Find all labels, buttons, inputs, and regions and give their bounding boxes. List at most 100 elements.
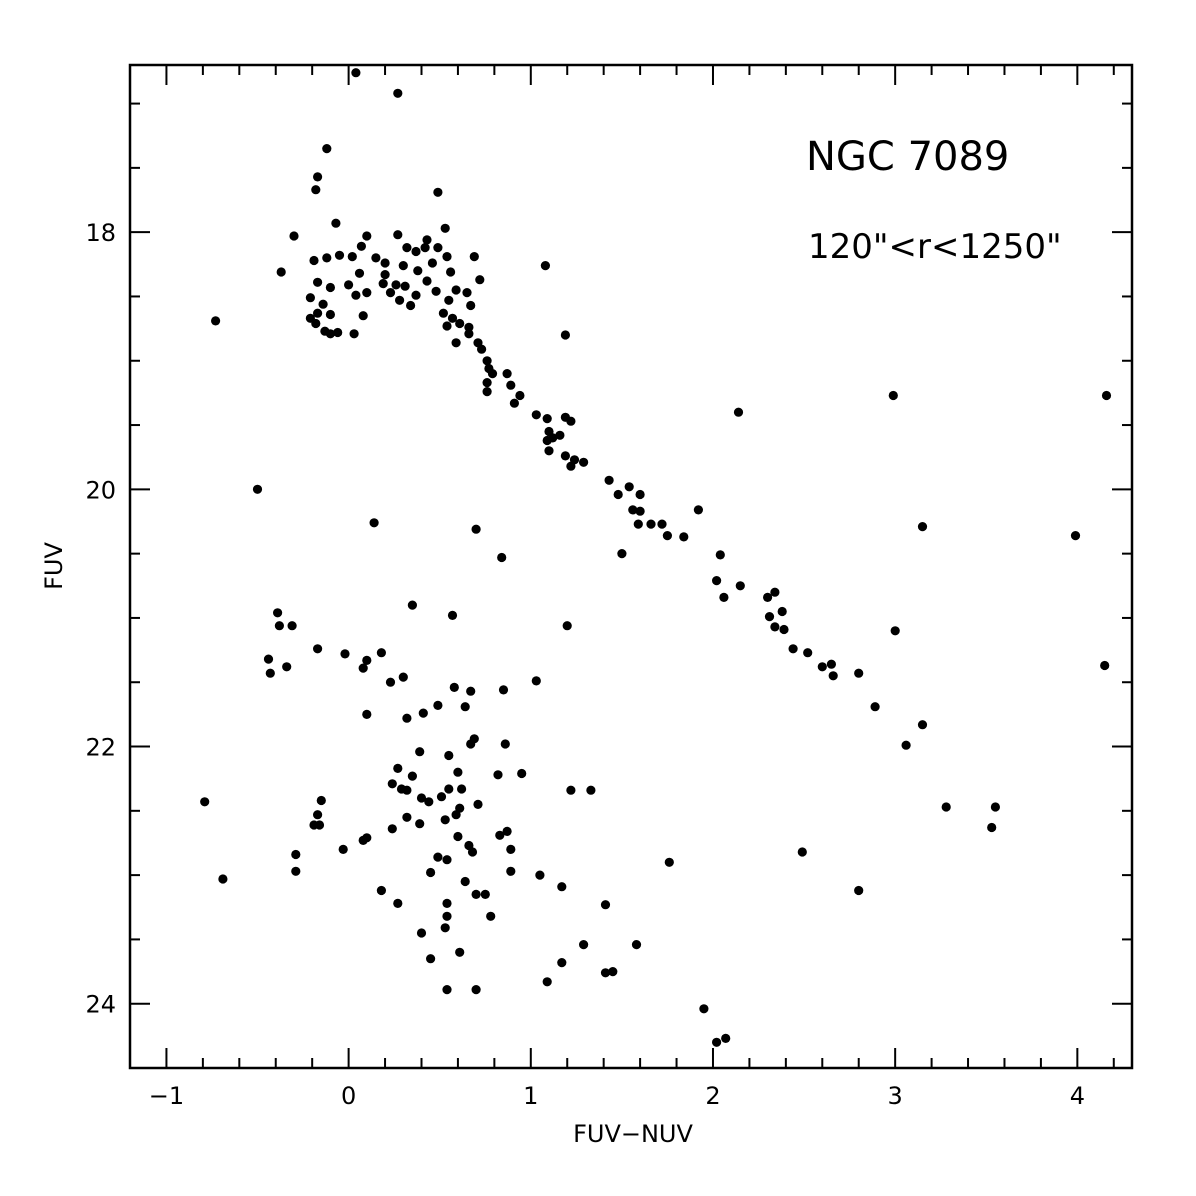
data-point [579, 940, 589, 950]
data-point [447, 313, 458, 323]
data-point [309, 255, 319, 266]
data-point [515, 390, 525, 401]
data-point [477, 344, 487, 354]
data-point [854, 885, 864, 896]
data-point [433, 852, 443, 862]
data-point [440, 815, 450, 825]
data-point [1100, 660, 1110, 671]
data-point [378, 279, 388, 289]
data-point [442, 985, 452, 995]
data-point [679, 532, 689, 542]
data-point [901, 740, 911, 750]
data-point [779, 624, 789, 635]
data-point [358, 663, 368, 673]
data-point [482, 356, 492, 366]
data-point [416, 928, 427, 938]
data-point [393, 88, 403, 98]
data-point [395, 295, 405, 305]
data-point [431, 286, 441, 296]
data-point [440, 223, 450, 233]
data-point [469, 252, 479, 262]
data-point [657, 519, 667, 529]
data-point [442, 911, 452, 921]
data-point [305, 293, 315, 303]
data-point [560, 330, 571, 340]
x-tick-label: −1 [149, 1082, 184, 1110]
data-point [987, 822, 997, 833]
axis-ticks [130, 65, 1132, 1068]
data-point [313, 308, 323, 318]
data-point [340, 649, 350, 659]
data-point [402, 785, 412, 795]
data-point [1070, 531, 1081, 541]
data-point [362, 833, 372, 843]
data-point [455, 318, 465, 329]
x-tick-label: 2 [705, 1082, 720, 1110]
data-point [557, 882, 567, 892]
data-point [449, 682, 459, 693]
data-point [482, 378, 492, 388]
data-point [451, 810, 461, 820]
y-tick-label: 20 [85, 476, 116, 504]
data-point [473, 799, 483, 810]
data-point [413, 266, 423, 276]
data-point [265, 668, 275, 678]
data-point [442, 855, 452, 865]
data-point [788, 644, 798, 654]
data-point [387, 824, 397, 834]
data-point [506, 866, 516, 876]
data-point [438, 308, 448, 318]
data-point [464, 329, 474, 339]
data-point [422, 235, 432, 245]
data-point [442, 321, 452, 331]
data-point [502, 826, 512, 837]
data-point [362, 655, 372, 666]
data-point [586, 785, 596, 795]
data-point [422, 276, 432, 286]
radius-range-annotation: 120"<r<1250" [808, 227, 1062, 267]
data-point [600, 968, 611, 978]
data-point [719, 592, 729, 603]
data-point [502, 369, 512, 379]
data-point [466, 686, 476, 696]
data-point [579, 457, 589, 467]
data-point [311, 185, 321, 195]
data-point [712, 1037, 722, 1047]
data-point [313, 810, 323, 820]
data-point [356, 241, 366, 251]
data-point [218, 874, 228, 884]
data-point [712, 576, 722, 586]
data-point [433, 187, 443, 197]
data-point [493, 770, 503, 780]
data-point [351, 290, 361, 300]
data-point [393, 898, 403, 909]
data-point [274, 621, 284, 631]
data-point [418, 708, 428, 718]
data-point [635, 506, 645, 516]
data-point [427, 258, 437, 268]
data-point [460, 876, 470, 887]
data-point [385, 288, 396, 298]
data-point [557, 958, 567, 968]
y-tick-labels: 18 20 22 24 [85, 219, 116, 1019]
data-point [566, 785, 576, 795]
data-point [391, 280, 401, 290]
data-point [276, 267, 286, 277]
y-tick-label: 24 [85, 991, 116, 1019]
data-point [400, 281, 410, 291]
data-point [544, 446, 554, 456]
data-point [828, 671, 838, 681]
data-point [566, 461, 576, 471]
data-point [917, 522, 928, 532]
data-point [506, 380, 516, 390]
data-point [542, 977, 552, 987]
x-tick-label: 4 [1070, 1082, 1085, 1110]
data-point [664, 857, 674, 867]
data-point [486, 911, 496, 921]
data-point [344, 280, 354, 290]
data-point [453, 831, 463, 842]
data-point [497, 552, 507, 563]
x-axis-label: FUV−NUV [573, 1120, 693, 1148]
data-point [325, 282, 335, 293]
data-point [509, 398, 519, 408]
